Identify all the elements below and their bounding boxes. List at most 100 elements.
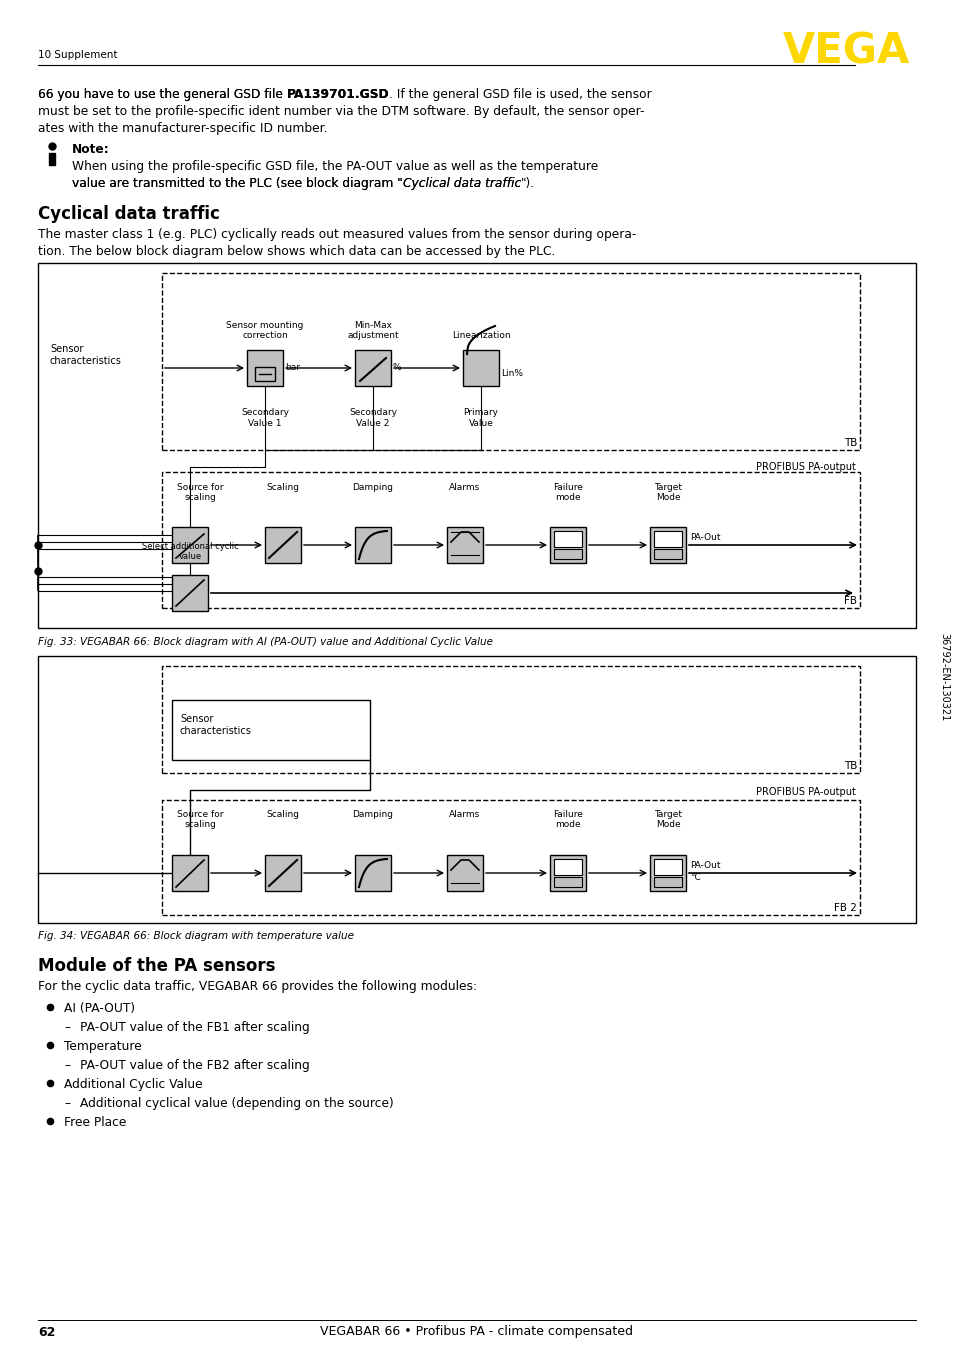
Text: Alarms: Alarms bbox=[449, 810, 480, 819]
Bar bbox=[265, 854, 301, 891]
Text: Target
Mode: Target Mode bbox=[654, 810, 681, 830]
Bar bbox=[554, 877, 581, 887]
Text: Fig. 33: VEGABAR 66: Block diagram with AI (PA-OUT) value and Additional Cyclic : Fig. 33: VEGABAR 66: Block diagram with … bbox=[38, 636, 493, 647]
Text: must be set to the profile-specific ident number via the DTM software. By defaul: must be set to the profile-specific iden… bbox=[38, 106, 644, 118]
Text: Primary
Value: Primary Value bbox=[463, 409, 498, 428]
Bar bbox=[172, 854, 208, 891]
Bar bbox=[649, 854, 685, 891]
Text: Lin%: Lin% bbox=[500, 368, 522, 378]
Text: –: – bbox=[64, 1021, 71, 1034]
Text: Sensor mounting
correction: Sensor mounting correction bbox=[226, 321, 303, 340]
Bar bbox=[462, 349, 498, 386]
Text: Temperature: Temperature bbox=[64, 1040, 142, 1053]
Text: Fig. 34: VEGABAR 66: Block diagram with temperature value: Fig. 34: VEGABAR 66: Block diagram with … bbox=[38, 932, 354, 941]
Text: Additional cyclical value (depending on the source): Additional cyclical value (depending on … bbox=[80, 1097, 394, 1110]
Text: °C: °C bbox=[689, 872, 700, 881]
Bar bbox=[162, 800, 859, 915]
Bar bbox=[447, 527, 482, 563]
Text: Secondary
Value 1: Secondary Value 1 bbox=[241, 409, 289, 428]
Text: Sensor
characteristics: Sensor characteristics bbox=[50, 344, 122, 366]
Text: PA-OUT value of the FB1 after scaling: PA-OUT value of the FB1 after scaling bbox=[80, 1021, 310, 1034]
Text: value are transmitted to the PLC (see block diagram ": value are transmitted to the PLC (see bl… bbox=[71, 177, 402, 190]
Text: Alarms: Alarms bbox=[449, 483, 480, 492]
Text: When using the profile-specific GSD file, the PA-OUT value as well as the temper: When using the profile-specific GSD file… bbox=[71, 160, 598, 173]
Bar bbox=[162, 274, 859, 450]
Bar bbox=[554, 858, 581, 875]
Bar bbox=[355, 349, 391, 386]
Text: 66 you have to use the general GSD file: 66 you have to use the general GSD file bbox=[38, 88, 287, 102]
Text: Cyclical data traffic: Cyclical data traffic bbox=[402, 177, 520, 190]
Text: Secondary
Value 2: Secondary Value 2 bbox=[349, 409, 396, 428]
Bar bbox=[162, 666, 859, 773]
Bar bbox=[247, 349, 283, 386]
Bar bbox=[654, 531, 681, 547]
Bar bbox=[649, 527, 685, 563]
Bar bbox=[355, 527, 391, 563]
Text: Source for
scaling: Source for scaling bbox=[176, 810, 223, 830]
Bar bbox=[172, 575, 208, 611]
Text: TB: TB bbox=[842, 761, 856, 770]
Text: Sensor
characteristics: Sensor characteristics bbox=[180, 714, 252, 735]
Text: Scaling: Scaling bbox=[266, 483, 299, 492]
Text: 36792-EN-130321: 36792-EN-130321 bbox=[938, 632, 948, 722]
Bar bbox=[49, 153, 55, 165]
Bar bbox=[654, 877, 681, 887]
Bar bbox=[265, 527, 301, 563]
Text: Source for
scaling: Source for scaling bbox=[176, 483, 223, 502]
Text: Cyclical data traffic: Cyclical data traffic bbox=[402, 177, 520, 190]
Text: FB 2: FB 2 bbox=[833, 903, 856, 913]
Text: Damping: Damping bbox=[352, 483, 393, 492]
Bar bbox=[38, 263, 915, 628]
Text: The master class 1 (e.g. PLC) cyclically reads out measured values from the sens: The master class 1 (e.g. PLC) cyclically… bbox=[38, 227, 636, 241]
Text: Note:: Note: bbox=[71, 144, 110, 156]
Bar bbox=[550, 527, 585, 563]
Text: Additional Cyclic Value: Additional Cyclic Value bbox=[64, 1078, 202, 1091]
Text: PA-OUT value of the FB2 after scaling: PA-OUT value of the FB2 after scaling bbox=[80, 1059, 310, 1072]
Text: Damping: Damping bbox=[352, 810, 393, 819]
Text: –: – bbox=[64, 1097, 71, 1110]
Text: Free Place: Free Place bbox=[64, 1116, 126, 1129]
Bar bbox=[172, 700, 370, 760]
Text: TB: TB bbox=[842, 437, 856, 448]
Text: value are transmitted to the PLC (see block diagram ": value are transmitted to the PLC (see bl… bbox=[71, 177, 402, 190]
Text: %: % bbox=[393, 363, 401, 372]
Text: For the cyclic data traffic, VEGABAR 66 provides the following modules:: For the cyclic data traffic, VEGABAR 66 … bbox=[38, 980, 476, 992]
Text: –: – bbox=[64, 1059, 71, 1072]
Text: 10 Supplement: 10 Supplement bbox=[38, 50, 117, 60]
Text: AI (PA-OUT): AI (PA-OUT) bbox=[64, 1002, 135, 1016]
Text: PROFIBUS PA-output: PROFIBUS PA-output bbox=[756, 787, 855, 798]
Bar bbox=[355, 854, 391, 891]
Bar bbox=[172, 527, 208, 563]
Text: VEGA: VEGA bbox=[781, 31, 909, 73]
Bar bbox=[654, 858, 681, 875]
Bar bbox=[554, 531, 581, 547]
Text: . If the general GSD file is used, the sensor: . If the general GSD file is used, the s… bbox=[389, 88, 652, 102]
Bar bbox=[554, 548, 581, 559]
Bar bbox=[38, 655, 915, 923]
Text: Failure
mode: Failure mode bbox=[553, 483, 582, 502]
Text: PROFIBUS PA-output: PROFIBUS PA-output bbox=[756, 462, 855, 473]
Text: ").: "). bbox=[520, 177, 535, 190]
Text: Scaling: Scaling bbox=[266, 810, 299, 819]
Text: Target
Mode: Target Mode bbox=[654, 483, 681, 502]
Text: VEGABAR 66 • Profibus PA - climate compensated: VEGABAR 66 • Profibus PA - climate compe… bbox=[320, 1326, 633, 1339]
Text: PA139701.GSD: PA139701.GSD bbox=[287, 88, 389, 102]
Text: bar: bar bbox=[285, 363, 299, 372]
Text: PA-Out: PA-Out bbox=[689, 532, 720, 542]
Text: 62: 62 bbox=[38, 1326, 55, 1339]
Bar bbox=[550, 854, 585, 891]
Text: FB: FB bbox=[843, 596, 856, 607]
Text: Linearization: Linearization bbox=[451, 330, 510, 340]
Text: 66 you have to use the general GSD file: 66 you have to use the general GSD file bbox=[38, 88, 287, 102]
Bar bbox=[162, 473, 859, 608]
Text: PA-Out: PA-Out bbox=[689, 861, 720, 869]
Text: Min-Max
adjustment: Min-Max adjustment bbox=[347, 321, 398, 340]
Text: Module of the PA sensors: Module of the PA sensors bbox=[38, 957, 275, 975]
Text: Select additional cyclic
value: Select additional cyclic value bbox=[141, 542, 238, 561]
Text: Cyclical data traffic: Cyclical data traffic bbox=[38, 204, 219, 223]
Text: PA139701.GSD: PA139701.GSD bbox=[287, 88, 389, 102]
Text: ates with the manufacturer-specific ID number.: ates with the manufacturer-specific ID n… bbox=[38, 122, 327, 135]
Bar bbox=[254, 367, 274, 380]
Bar bbox=[654, 548, 681, 559]
Text: tion. The below block diagram below shows which data can be accessed by the PLC.: tion. The below block diagram below show… bbox=[38, 245, 555, 259]
